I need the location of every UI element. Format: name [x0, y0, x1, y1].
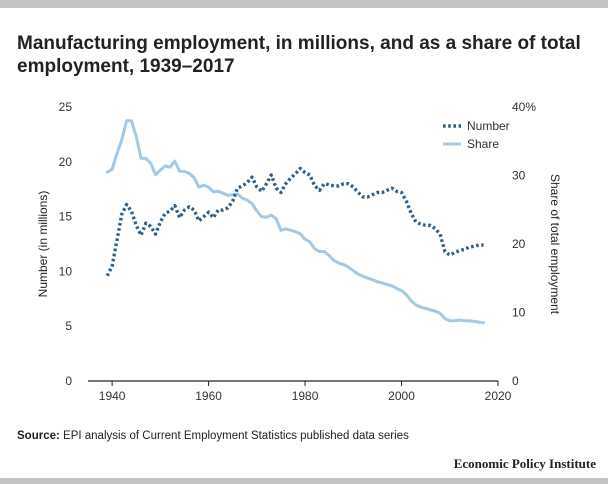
source-label: Source: [17, 430, 60, 442]
y2-tick-label: 20 [512, 237, 526, 251]
x-tick-label: 1980 [292, 389, 319, 403]
y2-tick-label: 40% [512, 100, 536, 114]
source-note: Source: EPI analysis of Current Employme… [17, 430, 409, 442]
y2-tick-label: 0 [512, 374, 519, 388]
series-line-share [105, 119, 486, 325]
bottom-rule [0, 478, 608, 484]
source-text: EPI analysis of Current Employment Stati… [63, 430, 409, 442]
y2-axis-label: Share of total employment [548, 174, 562, 315]
series-line-number [105, 166, 484, 277]
y2-tick-label: 10 [512, 306, 526, 320]
y-tick-label: 15 [59, 210, 73, 224]
top-rule [0, 0, 608, 8]
y-axis-label: Number (in millions) [36, 191, 50, 298]
x-tick-label: 1960 [195, 389, 222, 403]
series-layer [105, 119, 486, 325]
legend-label-number: Number [467, 119, 510, 133]
brand-name: Economic Policy Institute [453, 456, 596, 471]
chart-canvas: 0 5 10 15 20 25 0 10 20 30 40% 1940 1960 1980 2000 20… [36, 100, 562, 403]
right-axis-ticks: 0 10 20 30 40% [512, 100, 536, 388]
x-tick-label: 2000 [388, 389, 415, 403]
chart-title: Manufacturing employment, in millions, a… [17, 33, 581, 77]
y-tick-label: 5 [65, 319, 72, 333]
legend: Number Share [443, 119, 510, 151]
legend-label-share: Share [467, 137, 499, 151]
y2-tick-label: 30 [512, 169, 526, 183]
left-axis-ticks: 0 5 10 15 20 25 [59, 100, 73, 388]
y-tick-label: 10 [59, 264, 73, 278]
y-tick-label: 0 [65, 374, 72, 388]
x-tick-label: 1940 [99, 389, 126, 403]
y-tick-label: 25 [59, 100, 73, 114]
y-tick-label: 20 [59, 155, 73, 169]
x-axis-ticks: 1940 1960 1980 2000 2020 [99, 381, 512, 403]
x-tick-label: 2020 [485, 389, 512, 403]
